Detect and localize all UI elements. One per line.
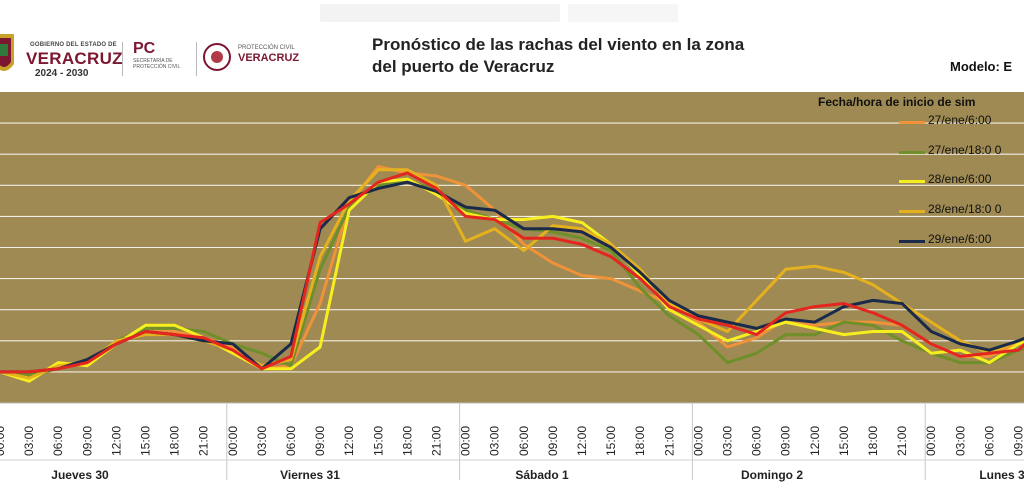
x-tick-label: 15:00 bbox=[371, 426, 385, 456]
legend-item: 28/ene/18:0 0 bbox=[928, 202, 1002, 216]
x-tick-label: 15:00 bbox=[604, 426, 618, 456]
x-tick-label: 09:00 bbox=[1012, 426, 1024, 456]
x-tick-label: 15:00 bbox=[139, 426, 153, 456]
day-label: Sábado 1 bbox=[515, 468, 569, 482]
x-tick-label: 12:00 bbox=[109, 426, 123, 456]
series-line-1 bbox=[0, 165, 1024, 377]
day-label: Lunes 3 bbox=[979, 468, 1024, 482]
series-line-6 bbox=[0, 171, 1024, 374]
x-tick-label: 00:00 bbox=[0, 426, 7, 456]
x-tick-label: 03:00 bbox=[953, 426, 967, 456]
gov-years-label: 2024 - 2030 bbox=[35, 68, 89, 79]
x-tick-label: 18:00 bbox=[866, 426, 880, 456]
x-tick-label: 15:00 bbox=[837, 426, 851, 456]
legend-swatch bbox=[899, 180, 925, 183]
x-tick-label: 00:00 bbox=[691, 426, 705, 456]
x-tick-label: 21:00 bbox=[895, 426, 909, 456]
x-tick-label: 06:00 bbox=[517, 426, 531, 456]
top-bar-placeholder bbox=[568, 4, 678, 22]
chart-title-line1: Pronóstico de las rachas del viento en l… bbox=[372, 35, 745, 54]
x-tick-label: 00:00 bbox=[459, 426, 473, 456]
gov-small-label: GOBIERNO DEL ESTADO DE bbox=[30, 42, 117, 48]
x-axis: 00:00 03:00 06:00 09:00 12:00 15:00 18:00 21:00… bbox=[0, 402, 1024, 482]
x-tick-label: 06:00 bbox=[284, 426, 298, 456]
x-tick-label: 03:00 bbox=[721, 426, 735, 456]
pc2-small-label: PROTECCIÓN CIVIL bbox=[238, 45, 295, 51]
x-tick-label: 18:00 bbox=[633, 426, 647, 456]
x-tick-label: 03:00 bbox=[255, 426, 269, 456]
x-tick-label: 18:00 bbox=[400, 426, 414, 456]
model-label: Modelo: E bbox=[950, 59, 1013, 74]
veracruz-shield-icon bbox=[0, 34, 14, 71]
chart-title: Pronóstico de las rachas del viento en l… bbox=[372, 34, 744, 78]
proteccion-civil-emblem-icon bbox=[203, 43, 231, 71]
x-tick-label: 12:00 bbox=[575, 426, 589, 456]
x-tick-label: 03:00 bbox=[488, 426, 502, 456]
legend-item: 27/ene/18:0 0 bbox=[928, 143, 1002, 157]
chart-title-line2: del puerto de Veracruz bbox=[372, 57, 555, 76]
x-tick-label: 00:00 bbox=[924, 426, 938, 456]
logo-divider bbox=[122, 42, 123, 76]
top-bar-placeholder bbox=[320, 4, 560, 22]
x-tick-label: 09:00 bbox=[546, 426, 560, 456]
x-tick-label: 21:00 bbox=[430, 426, 444, 456]
x-tick-label: 09:00 bbox=[313, 426, 327, 456]
legend-swatch bbox=[899, 240, 925, 243]
legend-item: 28/ene/6:00 bbox=[928, 172, 992, 186]
series-lines bbox=[0, 165, 1024, 383]
x-tick-label: 06:00 bbox=[750, 426, 764, 456]
legend-swatch bbox=[899, 210, 925, 213]
grid-lines bbox=[0, 122, 1024, 373]
legend-swatch bbox=[899, 151, 925, 154]
x-tick-label: 12:00 bbox=[808, 426, 822, 456]
logo-divider bbox=[196, 42, 197, 76]
day-label: Viernes 31 bbox=[280, 468, 340, 482]
gov-veracruz-logo-text: VERACRUZ bbox=[26, 49, 123, 68]
legend-swatch bbox=[899, 121, 925, 124]
x-tick-label: 00:00 bbox=[226, 426, 240, 456]
x-tick-label: 09:00 bbox=[80, 426, 94, 456]
series-line-3 bbox=[0, 177, 1024, 383]
pc-logo-text: PC bbox=[133, 40, 156, 57]
x-tick-label: 06:00 bbox=[51, 426, 65, 456]
day-label: Jueves 30 bbox=[51, 468, 109, 482]
x-tick-label: 21:00 bbox=[197, 426, 211, 456]
day-label: Domingo 2 bbox=[741, 468, 803, 482]
x-tick-label: 03:00 bbox=[22, 426, 36, 456]
x-tick-label: 12:00 bbox=[342, 426, 356, 456]
legend-item: 29/ene/6:00 bbox=[928, 232, 992, 246]
pc-subtitle: SECRETARÍA DE PROTECCIÓN CIVIL bbox=[133, 58, 181, 70]
x-tick-label: 09:00 bbox=[779, 426, 793, 456]
x-tick-label: 21:00 bbox=[662, 426, 676, 456]
x-tick-label: 18:00 bbox=[168, 426, 182, 456]
legend-item: 27/ene/6:00 bbox=[928, 113, 992, 127]
pc2-big-label: VERACRUZ bbox=[238, 52, 300, 64]
header: GOBIERNO DEL ESTADO DE VERACRUZ 2024 - 2… bbox=[0, 0, 1024, 92]
legend-title: Fecha/hora de inicio de sim bbox=[818, 95, 976, 109]
x-tick-label: 06:00 bbox=[982, 426, 996, 456]
